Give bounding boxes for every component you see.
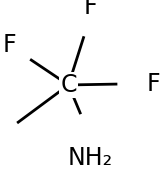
Text: NH₂: NH₂: [68, 146, 113, 170]
Text: F: F: [147, 72, 160, 96]
Text: C: C: [60, 73, 77, 97]
Text: F: F: [3, 33, 16, 57]
Text: F: F: [84, 0, 97, 19]
